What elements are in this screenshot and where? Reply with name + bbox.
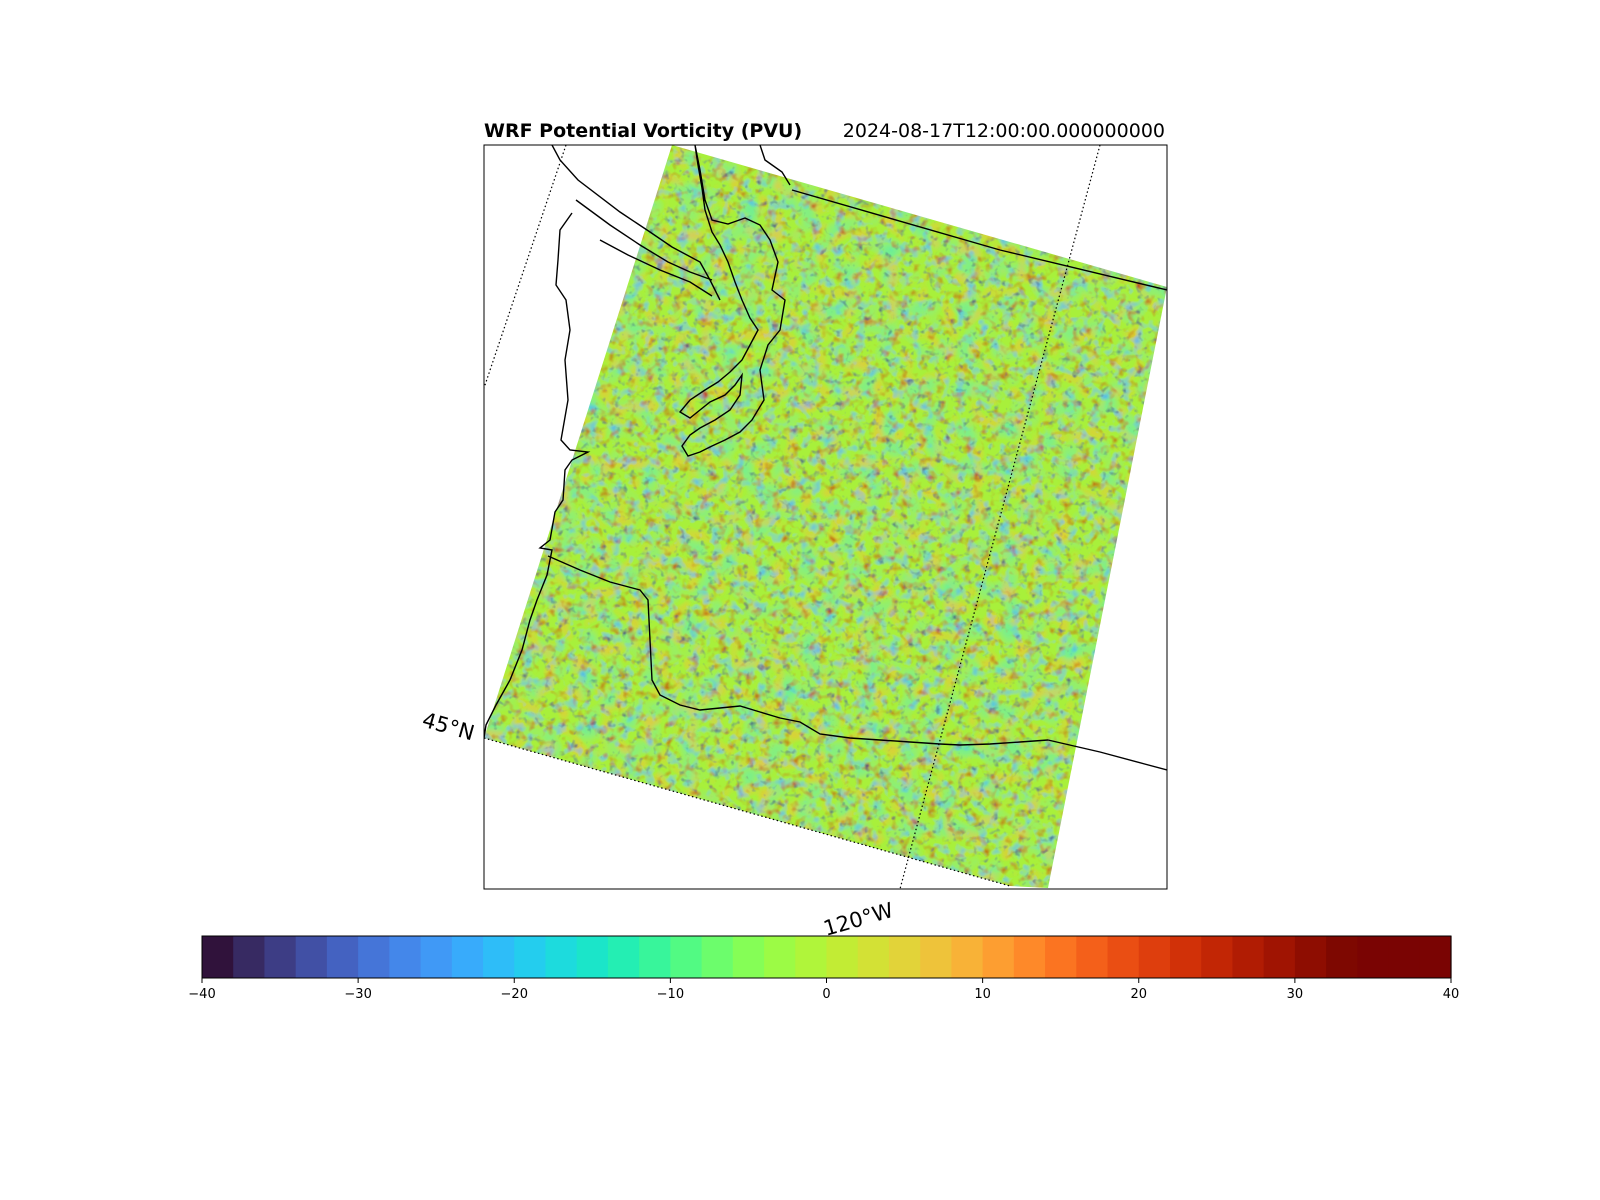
colorbar-swatch xyxy=(888,936,921,978)
colorbar-swatch xyxy=(420,936,453,978)
colorbar-swatch xyxy=(202,936,234,978)
parallel-45n xyxy=(484,737,1011,887)
vancouver-island-edge xyxy=(759,145,791,186)
colorbar-swatch xyxy=(1326,936,1358,978)
lon-label-120w: 120°W xyxy=(821,898,896,941)
gridlines xyxy=(484,145,1101,889)
colorbar-swatch xyxy=(795,936,828,978)
colorbar-swatch xyxy=(1294,936,1327,978)
colorbar-swatch xyxy=(1232,936,1265,978)
meridian-west xyxy=(484,145,567,389)
plot-title: WRF Potential Vorticity (PVU) xyxy=(484,120,802,142)
colorbar-swatch xyxy=(233,936,266,978)
colorbar-swatch xyxy=(732,936,765,978)
colorbar-tick-label: 10 xyxy=(974,987,991,1002)
colorbar-swatch xyxy=(982,936,1015,978)
colorbar-swatch xyxy=(1138,936,1171,978)
colorbar-tick-label: 40 xyxy=(1443,987,1460,1002)
colorbar-swatch xyxy=(264,936,297,978)
pv-field-fill xyxy=(484,145,1167,888)
colorbar-swatch xyxy=(1419,936,1452,978)
colorbar-tick-label: 30 xyxy=(1287,987,1304,1002)
pv-field xyxy=(484,145,1167,888)
colorbar-tick-label: 0 xyxy=(822,987,830,1002)
colorbar-swatch xyxy=(701,936,734,978)
colorbar-swatch xyxy=(1169,936,1202,978)
colorbar-swatch xyxy=(295,936,328,978)
colorbar-tick-label: 20 xyxy=(1130,987,1147,1002)
colorbar-swatches xyxy=(202,936,1452,978)
colorbar-swatch xyxy=(670,936,703,978)
colorbar-swatch xyxy=(326,936,359,978)
meridian-120w xyxy=(899,145,1101,889)
colorbar-tick-label: −30 xyxy=(344,987,371,1002)
colorbar-swatch xyxy=(857,936,890,978)
columbia-river-border xyxy=(547,555,1049,746)
colorbar-swatch xyxy=(1201,936,1234,978)
map-axes xyxy=(484,145,1167,889)
colorbar-swatch xyxy=(607,936,640,978)
colorbar-swatch xyxy=(951,936,984,978)
colorbar-ticks: −40 −30 −20 −10 0 10 20 30 40 xyxy=(188,978,1459,1002)
colorbar-swatch xyxy=(576,936,609,978)
colorbar-swatch xyxy=(920,936,952,978)
lat-label-45n: 45°N xyxy=(420,708,478,746)
colorbar-tick-label: −40 xyxy=(188,987,215,1002)
state-border-east xyxy=(1047,739,1167,771)
colorbar-swatch xyxy=(545,936,578,978)
colorbar-swatch xyxy=(1388,936,1421,978)
coastlines xyxy=(484,145,1167,771)
pacific-coastline xyxy=(484,145,721,739)
colorbar-swatch xyxy=(389,936,422,978)
colorbar-swatch xyxy=(451,936,484,978)
colorbar-swatch xyxy=(639,936,671,978)
colorbar-swatch xyxy=(1076,936,1109,978)
colorbar-tick-label: −10 xyxy=(657,987,684,1002)
map-frame xyxy=(483,144,1168,890)
colorbar-tick-label: −20 xyxy=(501,987,528,1002)
colorbar-swatch xyxy=(1045,936,1077,978)
domain-edge-north xyxy=(791,189,1167,291)
colorbar-swatch xyxy=(358,936,390,978)
colorbar-swatch xyxy=(1107,936,1140,978)
colorbar-swatch xyxy=(1263,936,1296,978)
colorbar-swatch xyxy=(764,936,796,978)
strait-juan-de-fuca xyxy=(575,199,713,297)
colorbar-swatch xyxy=(483,936,515,978)
colorbar-swatch xyxy=(826,936,859,978)
colorbar-swatch xyxy=(514,936,547,978)
colorbar: −40 −30 −20 −10 0 10 20 30 40 xyxy=(188,935,1459,1002)
valid-time-label: 2024-08-17T12:00:00.000000000 xyxy=(843,120,1165,142)
colorbar-swatch xyxy=(1013,936,1046,978)
colorbar-swatch xyxy=(1357,936,1390,978)
puget-sound-outline xyxy=(678,145,786,457)
